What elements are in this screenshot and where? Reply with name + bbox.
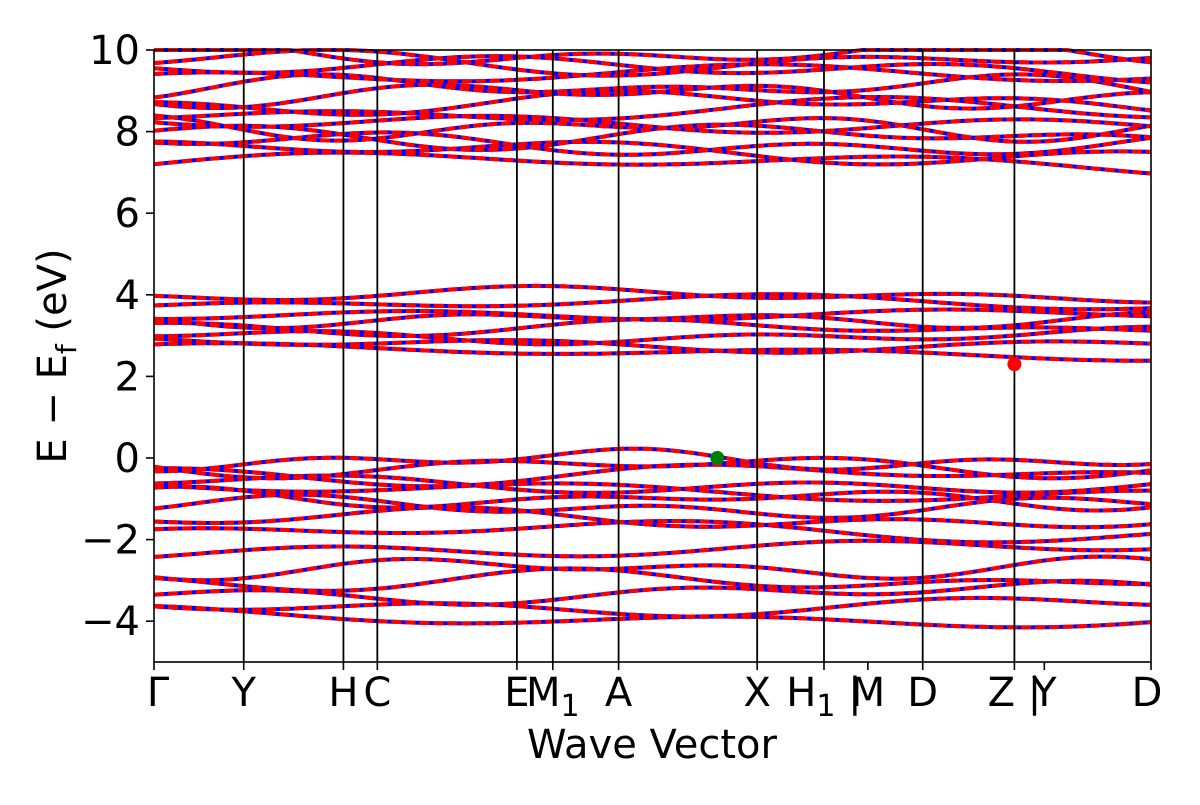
band-conduction_lower-1-down <box>153 336 1152 355</box>
y-tick-label-6: 8 <box>115 110 140 156</box>
y-axis-title-unit: (eV) <box>30 248 76 344</box>
x-tick-label-7: X <box>743 670 770 716</box>
band-conduction_upper-4-down <box>153 113 1152 144</box>
extrema-markers <box>710 357 1022 465</box>
band-conduction_upper-11-down <box>153 54 1152 85</box>
y-tick-label-3: 2 <box>115 354 140 400</box>
band-valence-10-down <box>153 481 1151 503</box>
kpoint-divider-lines <box>242 50 1016 662</box>
band-valence-3-down <box>153 566 1151 593</box>
band-conduction_upper-5-down <box>153 113 1152 135</box>
y-axis-title-main: E − E <box>30 354 76 464</box>
bands-layer <box>153 48 1152 630</box>
band-conduction_lower-6-down <box>153 292 1152 312</box>
y-axis-ticks: −4 −2 0 2 4 6 8 10 <box>81 28 154 645</box>
band-valence-4-down <box>153 554 1152 583</box>
band-conduction_lower-2-down <box>153 324 1151 347</box>
x-axis-title: Wave Vector <box>527 722 778 768</box>
band-valence-14-down <box>154 446 1152 474</box>
cbm-marker <box>1007 357 1022 372</box>
band-valence-6-down <box>153 519 1152 545</box>
y-axis-title: E − Ef (eV) <box>30 248 83 463</box>
band-valence-11-down <box>153 473 1152 495</box>
x-tick-label-4: E <box>504 670 529 716</box>
band-conduction_lower-7-down <box>153 283 1151 305</box>
plot-frame <box>153 49 1152 663</box>
x-tick-label-10: D <box>907 670 938 716</box>
band-conduction_upper-2-down <box>153 130 1152 157</box>
x-tick-label-2: H <box>328 670 358 716</box>
band-valence-5-down <box>153 538 1152 559</box>
x-tick-label-11: Z | <box>988 670 1042 716</box>
band-conduction_upper-7-down <box>154 88 1152 117</box>
band-valence-7-down <box>153 505 1152 530</box>
band-valence-2-down <box>153 578 1152 607</box>
band-conduction_upper-8-down <box>153 82 1152 111</box>
y-tick-label-5: 6 <box>115 191 140 237</box>
band-conduction_upper-1-down <box>154 139 1152 167</box>
x-axis-ticks: Γ Y H C EM1 A X H1 |M D Z |Y D <box>147 662 1163 724</box>
band-conduction_lower-5-down <box>154 307 1152 322</box>
y-tick-label-0: −4 <box>81 599 140 645</box>
y-axis-title-subscript: f <box>50 343 83 354</box>
vbm-marker <box>710 451 725 465</box>
band-valence-8-down <box>153 492 1152 520</box>
band-conduction_upper-6-down <box>153 95 1152 123</box>
x-tick-label-0: Γ <box>147 670 170 716</box>
x-tick-label-5: M1 <box>526 670 580 724</box>
x-tick-label-13: D <box>1132 670 1163 716</box>
y-tick-label-4: 4 <box>115 273 140 319</box>
x-tick-label-8: H1 | <box>786 670 861 724</box>
band-valence-1-down <box>153 595 1152 619</box>
y-tick-label-7: 10 <box>89 28 140 74</box>
band-conduction_lower-0-down <box>153 341 1151 363</box>
x-tick-label-6: A <box>605 670 633 716</box>
x-tick-label-1: Y <box>231 670 257 716</box>
band-valence-4-up <box>153 554 1152 583</box>
band-valence-13-down <box>153 455 1152 481</box>
band-conduction_upper-12-down <box>153 48 1152 78</box>
x-tick-label-12: Y <box>1031 670 1057 716</box>
x-tick-label-3: C <box>363 670 391 716</box>
y-tick-label-1: −2 <box>81 518 140 564</box>
x-tick-label-9: M <box>851 670 886 716</box>
y-tick-label-2: 0 <box>115 436 140 482</box>
band-conduction_upper-3-down <box>153 122 1152 152</box>
